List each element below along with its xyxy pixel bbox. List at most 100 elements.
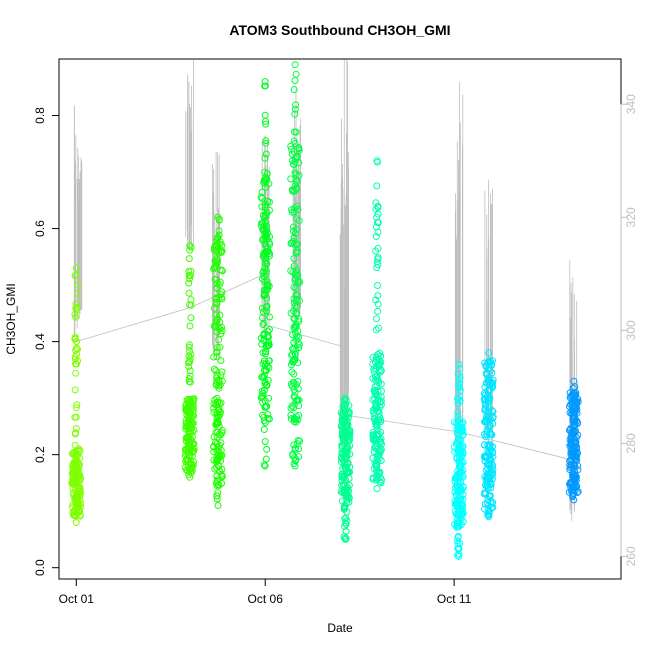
data-point [291, 356, 299, 364]
data-point [213, 409, 221, 417]
data-point [571, 471, 579, 479]
scatter-points-layer [68, 61, 582, 560]
data-point [487, 468, 495, 476]
data-point [77, 499, 84, 507]
data-point [77, 489, 85, 497]
data-point [258, 188, 266, 196]
data-point [261, 154, 269, 162]
data-point [342, 535, 350, 542]
data-point [457, 446, 465, 454]
data-point [287, 175, 295, 183]
data-point [257, 394, 265, 402]
data-point [372, 199, 380, 207]
data-point [186, 322, 194, 330]
data-point [215, 227, 223, 235]
data-point [485, 513, 493, 521]
data-point [72, 369, 80, 377]
data-point [287, 267, 295, 275]
data-point [374, 228, 382, 236]
data-point [210, 246, 218, 254]
data-point [481, 406, 489, 414]
data-point [210, 365, 218, 373]
data-point [287, 415, 295, 423]
data-point [488, 472, 496, 480]
data-point [186, 275, 194, 283]
data-point [263, 381, 271, 389]
data-point [260, 335, 268, 343]
data-point [291, 462, 299, 470]
scatter-series [369, 157, 385, 493]
data-point [262, 212, 270, 220]
data-point [264, 285, 272, 293]
data-point [185, 378, 193, 386]
data-point [183, 457, 191, 465]
data-point [569, 404, 576, 412]
data-point [481, 505, 489, 513]
secondary-series-spike [185, 59, 194, 251]
data-point [262, 137, 270, 145]
secondary-series-spike [341, 59, 349, 419]
data-point [260, 286, 268, 294]
data-point [216, 381, 224, 389]
data-point [373, 264, 381, 272]
data-point [292, 101, 300, 109]
data-point [217, 470, 225, 478]
data-point [291, 128, 298, 136]
data-point [294, 385, 302, 393]
data-point [572, 389, 580, 397]
data-point [295, 341, 303, 349]
data-point [566, 426, 573, 434]
data-point [216, 441, 223, 449]
data-point [451, 520, 458, 528]
data-point [185, 416, 192, 424]
data-point [265, 282, 273, 290]
data-point [455, 472, 463, 480]
data-point [482, 418, 489, 426]
data-point [290, 86, 298, 94]
data-point [187, 314, 195, 322]
data-point [572, 444, 580, 452]
data-point [185, 363, 193, 370]
y-tick-label: 0.6 [33, 220, 47, 237]
data-point [574, 419, 582, 427]
data-point [377, 380, 385, 388]
data-point [376, 474, 384, 481]
secondary-series-line [76, 273, 574, 461]
data-point [72, 458, 80, 466]
data-point [262, 267, 270, 275]
data-point [69, 500, 77, 508]
data-point [212, 276, 220, 283]
data-point [569, 426, 577, 434]
data-point [74, 345, 81, 353]
data-point [212, 367, 220, 375]
data-point [263, 307, 270, 315]
data-point [263, 260, 271, 268]
data-point [71, 353, 79, 361]
data-point [289, 187, 297, 195]
data-point [260, 426, 268, 433]
data-point [73, 290, 81, 297]
data-point [293, 177, 301, 185]
data-point [455, 380, 463, 388]
data-point [217, 371, 225, 379]
data-point [72, 465, 80, 473]
data-point [266, 206, 273, 214]
data-point [373, 373, 381, 381]
data-point [181, 464, 189, 471]
data-point [184, 409, 192, 417]
data-point [219, 267, 226, 275]
data-point [261, 177, 269, 184]
data-point [214, 213, 222, 221]
data-point [259, 225, 267, 233]
data-point [185, 375, 193, 383]
data-point [186, 355, 194, 363]
data-point [290, 315, 298, 323]
data-point [370, 365, 378, 373]
data-point [455, 383, 463, 391]
scatter-series [181, 242, 198, 481]
data-point [572, 456, 580, 464]
data-point [186, 473, 194, 481]
data-point [213, 298, 221, 306]
data-point [489, 420, 497, 428]
